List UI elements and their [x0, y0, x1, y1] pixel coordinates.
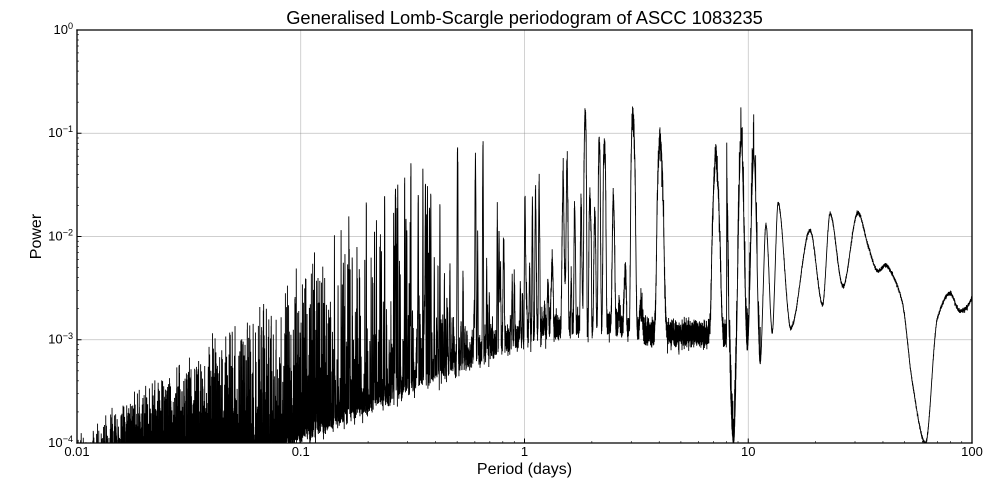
svg-text:0.1: 0.1 — [292, 444, 310, 459]
svg-text:1 0 0: 1 0 0 — [53, 21, 73, 38]
svg-text:0.01: 0.01 — [64, 444, 89, 459]
svg-text:Power: Power — [28, 213, 45, 259]
svg-text:100: 100 — [961, 444, 983, 459]
svg-text:Period (days): Period (days) — [477, 461, 572, 478]
svg-text:Generalised Lomb-Scargle perio: Generalised Lomb-Scargle periodogram of … — [286, 7, 763, 28]
svg-text:10: 10 — [741, 444, 755, 459]
svg-text:1: 1 — [521, 444, 528, 459]
